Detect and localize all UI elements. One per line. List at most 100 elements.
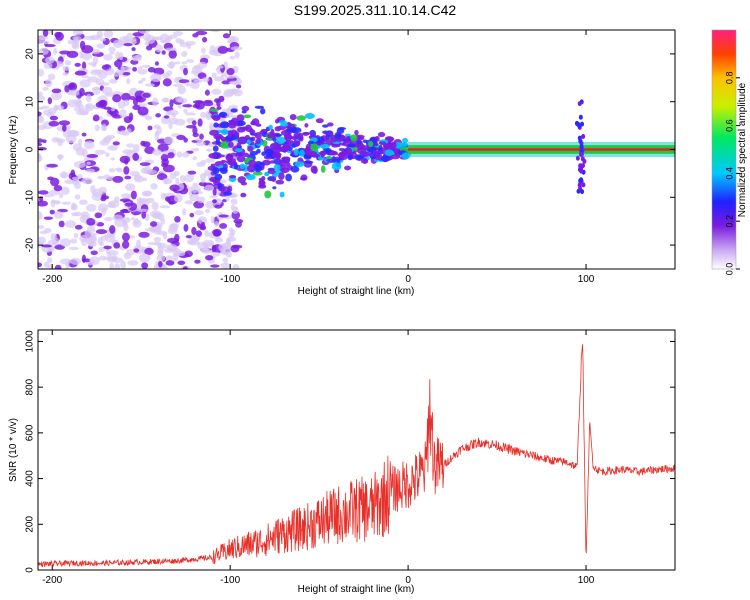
spectrogram-cell <box>335 158 341 163</box>
colorbar-tick-label: 0.0 <box>724 263 734 276</box>
spectrogram-cell <box>228 227 234 233</box>
spectrogram-cell <box>161 263 168 269</box>
spectrogram-cell <box>399 142 409 147</box>
spectrogram-cell <box>356 143 366 151</box>
spectrogram-cell <box>102 86 113 95</box>
spectrogram-cell <box>252 171 263 176</box>
spectrogram-cell <box>134 175 145 183</box>
spectrogram-cell <box>128 37 137 42</box>
spectrogram-cell <box>79 87 85 97</box>
spectrogram-cell <box>204 184 215 192</box>
spectrogram-cell <box>38 36 45 44</box>
spectrogram-cell <box>38 115 45 124</box>
spectrogram-cell <box>182 151 190 158</box>
spectrogram-cell <box>296 115 307 121</box>
spectrogram-cell <box>276 136 286 145</box>
spectrogram-cell <box>151 201 159 211</box>
spectrogram-cell <box>214 98 220 103</box>
spectrogram-cell <box>112 214 124 222</box>
spectrogram-cell <box>210 163 216 168</box>
spectrogram-cell <box>581 134 586 140</box>
spectrogram-cell <box>161 158 169 166</box>
snr-series-line <box>38 344 675 568</box>
spectrogram-cell <box>240 181 248 186</box>
spectrogram-cell <box>159 40 171 44</box>
spectrogram-cell <box>183 223 189 232</box>
spectrogram-cell <box>42 30 49 37</box>
spectrogram-cell <box>74 194 81 200</box>
spectrogram-cell <box>183 109 188 114</box>
spectrogram-cell <box>218 95 225 103</box>
spectrogram-cell <box>239 163 246 170</box>
spectrogram-cell <box>275 179 285 185</box>
spectrogram-y-tick-label: 10 <box>25 96 36 108</box>
spectrogram-cell <box>331 156 337 163</box>
spectrogram-cell <box>292 127 302 134</box>
spectrogram-cell <box>136 239 141 249</box>
spectrogram-cell <box>71 40 79 49</box>
spectrogram-cell <box>44 43 56 48</box>
spectrogram-cell <box>236 114 245 122</box>
spectrogram-cell <box>58 192 64 199</box>
spectrogram-cell <box>211 72 217 78</box>
spectrogram-cell <box>75 98 82 108</box>
spectrogram-cell <box>202 77 210 83</box>
spectrogram-cell <box>219 223 228 229</box>
spectrogram-cell <box>38 95 46 102</box>
spectrogram-cell <box>294 161 305 167</box>
spectrogram-cell <box>210 30 221 33</box>
spectrogram-cell <box>243 152 250 158</box>
spectrogram-cell <box>99 99 108 107</box>
spectrogram-cell <box>125 183 136 191</box>
spectrogram-y-tick-label: -10 <box>25 190 36 205</box>
spectrogram-cell <box>208 232 214 238</box>
spectrogram-cell <box>126 143 135 148</box>
spectrogram-cell <box>59 238 71 247</box>
spectrogram-cell <box>268 124 273 130</box>
spectrogram-cell <box>166 243 178 251</box>
spectrogram-cell <box>184 200 194 205</box>
spectrogram-cell <box>54 104 65 111</box>
spectrogram-cell <box>138 253 151 263</box>
snr-y-tick-label: 0 <box>25 567 36 573</box>
spectrogram-cell <box>141 262 149 269</box>
spectrogram-cell <box>103 245 112 250</box>
spectrogram-cell <box>90 250 98 256</box>
spectrogram-cell <box>267 169 276 175</box>
spectrogram-cell <box>279 145 289 153</box>
spectrogram-cell <box>110 157 116 161</box>
spectrogram-cell <box>147 67 156 73</box>
spectrogram-cell <box>91 87 101 91</box>
spectrogram-cell <box>99 38 107 42</box>
spectrogram-x-tick-label: -100 <box>220 274 240 285</box>
spectrogram-cell <box>582 158 587 164</box>
spectrogram-cell <box>94 212 103 219</box>
spectrogram-cell <box>103 136 113 141</box>
spectrogram-cell <box>169 222 180 229</box>
spectrogram-cell <box>214 198 222 205</box>
spectrogram-cell <box>58 120 71 126</box>
spectrogram-cell <box>138 30 150 34</box>
spectrogram-cell <box>230 108 238 113</box>
spectrogram-cell <box>99 139 110 146</box>
spectrogram-cell <box>58 138 66 143</box>
spectrogram-cell <box>62 65 70 71</box>
spectrogram-cell <box>132 98 139 106</box>
spectrogram-cell <box>113 59 123 68</box>
spectrogram-cell <box>38 68 45 77</box>
spectrogram-cell <box>174 250 186 257</box>
spectrogram-cell <box>177 260 186 266</box>
spectrogram-cells <box>38 30 675 269</box>
spectrogram-cell <box>195 141 206 147</box>
spectrogram-cell <box>220 129 229 135</box>
spectrogram-cell <box>54 211 64 219</box>
spectrogram-cell <box>576 121 581 127</box>
spectrogram-cell <box>73 232 79 239</box>
snr-y-tick-label: 200 <box>25 516 36 533</box>
spectrogram-cell <box>68 83 76 89</box>
spectrogram-cell <box>107 145 118 151</box>
spectrogram-cell <box>258 180 266 185</box>
spectrogram-cell <box>254 105 265 109</box>
spectrogram-cell <box>228 175 237 179</box>
spectrogram-cell <box>145 35 156 45</box>
